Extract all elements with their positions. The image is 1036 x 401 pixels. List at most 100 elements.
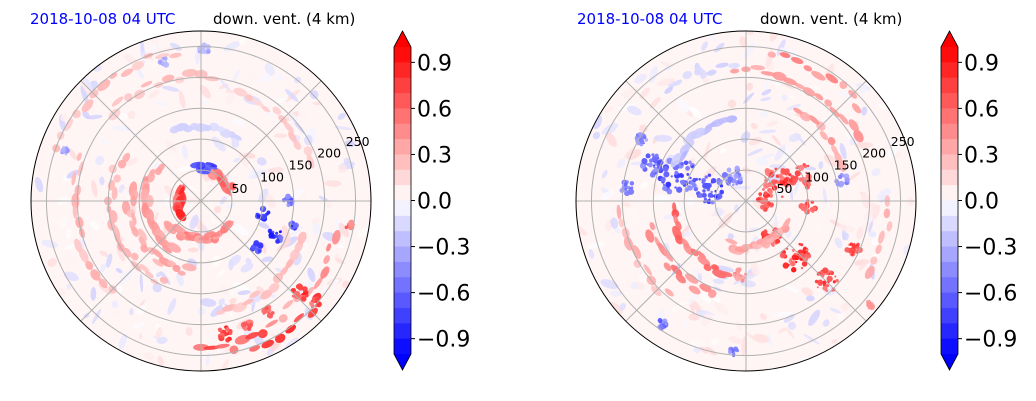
- field-cell: [662, 185, 668, 192]
- field-cell: [224, 332, 229, 336]
- field-speckle: [137, 68, 144, 79]
- field-feature: [663, 262, 672, 272]
- field-speckle: [35, 176, 44, 193]
- field-feature: [214, 343, 230, 349]
- field-speckle: [760, 110, 769, 118]
- field-speckle: [232, 118, 245, 126]
- field-feature: [139, 263, 150, 273]
- field-speckle: [783, 146, 791, 165]
- field-speckle: [148, 90, 160, 99]
- field-cell: [806, 180, 811, 185]
- field-speckle: [634, 73, 647, 84]
- field-cell: [771, 179, 777, 185]
- field-speckle: [312, 222, 321, 235]
- field-cell: [822, 285, 828, 291]
- field-feature: [113, 174, 121, 183]
- field-cell: [851, 244, 857, 249]
- field-speckle: [649, 96, 661, 109]
- field-feature: [260, 105, 271, 113]
- field-speckle: [702, 77, 710, 84]
- field-feature: [297, 231, 307, 244]
- field-cell: [162, 61, 170, 68]
- field-feature: [152, 258, 164, 267]
- field-speckle: [66, 283, 71, 290]
- field-speckle: [169, 42, 182, 51]
- field-speckle: [115, 268, 123, 274]
- field-feature: [169, 52, 182, 59]
- field-cell: [159, 60, 163, 64]
- field-speckle: [605, 132, 617, 147]
- colorbar-extend-max: [941, 31, 958, 47]
- field-cell: [657, 318, 663, 323]
- field-cell: [734, 165, 740, 171]
- field-speckle: [256, 157, 267, 166]
- field-feature: [853, 129, 864, 143]
- colorbar-band: [394, 215, 411, 232]
- field-speckle: [653, 134, 673, 142]
- field-speckle: [660, 61, 674, 67]
- field-speckle: [750, 262, 760, 276]
- field-speckle: [610, 217, 619, 229]
- field-feature: [794, 82, 806, 90]
- field-speckle: [344, 140, 355, 148]
- field-cell: [816, 286, 819, 289]
- field-cell: [731, 178, 737, 184]
- colorbar-band: [394, 261, 411, 278]
- field-speckle: [105, 253, 113, 268]
- field-feature: [138, 236, 147, 248]
- field-feature: [682, 70, 693, 80]
- field-cell: [740, 276, 744, 279]
- field-cell: [662, 165, 669, 172]
- field-cell: [710, 190, 713, 194]
- field-speckle: [177, 165, 192, 172]
- colorbar-tick-label: −0.9: [417, 328, 470, 353]
- field-speckle: [781, 111, 786, 124]
- field-feature: [245, 94, 254, 102]
- field-feature: [711, 264, 719, 271]
- radial-tick-label: 250: [891, 134, 915, 149]
- field-cell: [779, 175, 785, 181]
- field-feature: [814, 93, 824, 101]
- field-cell: [697, 192, 703, 199]
- field-cell: [767, 201, 772, 206]
- field-speckle: [243, 152, 256, 159]
- colorbar-band: [941, 169, 958, 186]
- field-cell: [794, 170, 801, 177]
- field-feature: [320, 266, 330, 279]
- field-speckle: [739, 36, 747, 49]
- field-cell: [768, 189, 773, 194]
- field-feature: [150, 247, 164, 259]
- field-speckle: [831, 339, 838, 344]
- field-cell: [666, 182, 671, 186]
- field-speckle: [674, 200, 682, 215]
- field-speckle: [225, 92, 235, 105]
- field-speckle: [805, 295, 815, 302]
- field-cell: [228, 331, 233, 336]
- colorbar-band: [941, 185, 958, 201]
- field-feature: [120, 68, 134, 78]
- colorbar-tick-label: −0.6: [964, 282, 1017, 307]
- field-speckle: [233, 157, 241, 163]
- field-speckle: [761, 89, 772, 96]
- field-feature: [167, 242, 182, 253]
- field-speckle: [771, 134, 782, 146]
- field-speckle: [152, 182, 162, 197]
- field-speckle: [245, 257, 252, 265]
- field-feature: [251, 98, 265, 108]
- field-speckle: [111, 125, 132, 132]
- field-cell: [706, 199, 712, 205]
- field-cell: [733, 173, 739, 179]
- field-speckle: [766, 333, 773, 347]
- field-cell: [688, 160, 692, 164]
- colorbar-tick-label: 0.9: [417, 51, 452, 76]
- field-cell: [686, 173, 690, 176]
- field-feature: [272, 106, 282, 115]
- field-cell: [300, 296, 307, 302]
- field-speckle: [199, 85, 211, 99]
- field-speckle: [91, 180, 98, 197]
- field-speckle: [95, 155, 105, 166]
- colorbar-band: [941, 123, 958, 140]
- field-feature: [131, 212, 137, 225]
- field-speckle: [275, 267, 282, 273]
- field-speckle: [801, 287, 814, 296]
